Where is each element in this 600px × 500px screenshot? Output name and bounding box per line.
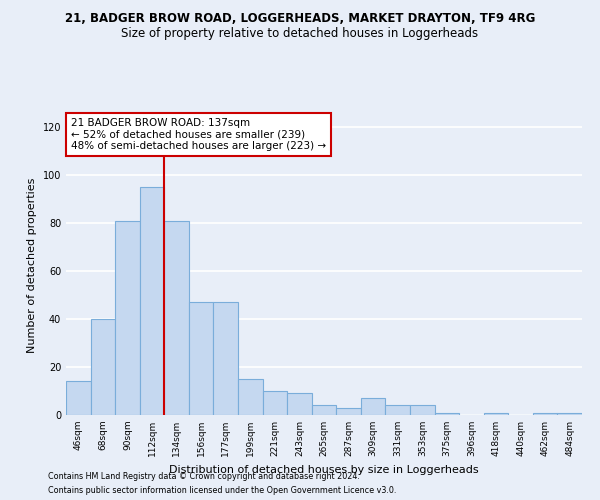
- Text: 21, BADGER BROW ROAD, LOGGERHEADS, MARKET DRAYTON, TF9 4RG: 21, BADGER BROW ROAD, LOGGERHEADS, MARKE…: [65, 12, 535, 26]
- X-axis label: Distribution of detached houses by size in Loggerheads: Distribution of detached houses by size …: [169, 464, 479, 474]
- Bar: [164, 220, 189, 415]
- Bar: [434, 412, 459, 415]
- Bar: [91, 319, 115, 415]
- Bar: [189, 302, 214, 415]
- Bar: [312, 406, 336, 415]
- Bar: [361, 398, 385, 415]
- Bar: [214, 302, 238, 415]
- Bar: [140, 187, 164, 415]
- Bar: [484, 412, 508, 415]
- Bar: [287, 394, 312, 415]
- Bar: [238, 379, 263, 415]
- Text: 21 BADGER BROW ROAD: 137sqm
← 52% of detached houses are smaller (239)
48% of se: 21 BADGER BROW ROAD: 137sqm ← 52% of det…: [71, 118, 326, 151]
- Text: Contains public sector information licensed under the Open Government Licence v3: Contains public sector information licen…: [48, 486, 397, 495]
- Bar: [336, 408, 361, 415]
- Bar: [557, 412, 582, 415]
- Bar: [115, 220, 140, 415]
- Bar: [66, 382, 91, 415]
- Text: Size of property relative to detached houses in Loggerheads: Size of property relative to detached ho…: [121, 28, 479, 40]
- Bar: [385, 406, 410, 415]
- Bar: [263, 391, 287, 415]
- Y-axis label: Number of detached properties: Number of detached properties: [27, 178, 37, 352]
- Bar: [533, 412, 557, 415]
- Text: Contains HM Land Registry data © Crown copyright and database right 2024.: Contains HM Land Registry data © Crown c…: [48, 472, 360, 481]
- Bar: [410, 406, 434, 415]
